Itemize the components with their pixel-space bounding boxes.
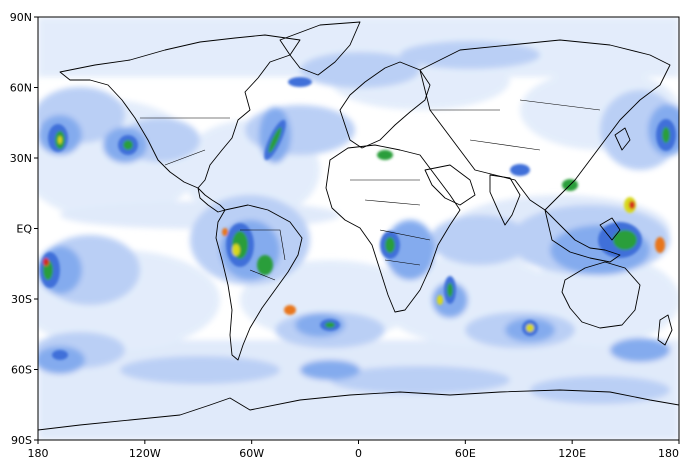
lon-tick-label: 120W — [129, 447, 161, 460]
precipitation-field — [38, 17, 679, 440]
lat-tick-label: EQ — [16, 223, 32, 236]
lat-tick-label: 90N — [10, 11, 32, 24]
coastlines — [38, 21, 679, 431]
lat-tick-label: 90S — [11, 434, 32, 447]
country-borders — [140, 99, 601, 281]
lat-tick-label: 60N — [10, 82, 32, 95]
lat-tick-label: 30S — [11, 293, 32, 306]
lon-tick-label: 60W — [239, 447, 264, 460]
lon-tick-label: 180 — [658, 447, 679, 460]
lat-tick-label: 60S — [11, 364, 32, 377]
lon-tick-label: 60E — [455, 447, 476, 460]
lat-tick-label: 30N — [10, 152, 32, 165]
lon-tick-label: 0 — [355, 447, 362, 460]
latitude-axis: 90N 60N 30N EQ 30S 60S 90S — [10, 11, 38, 447]
longitude-axis: 180 120W 60W 0 60E 120E 180 — [28, 440, 680, 460]
lon-tick-label: 120E — [558, 447, 586, 460]
lon-tick-label: 180 — [28, 447, 49, 460]
